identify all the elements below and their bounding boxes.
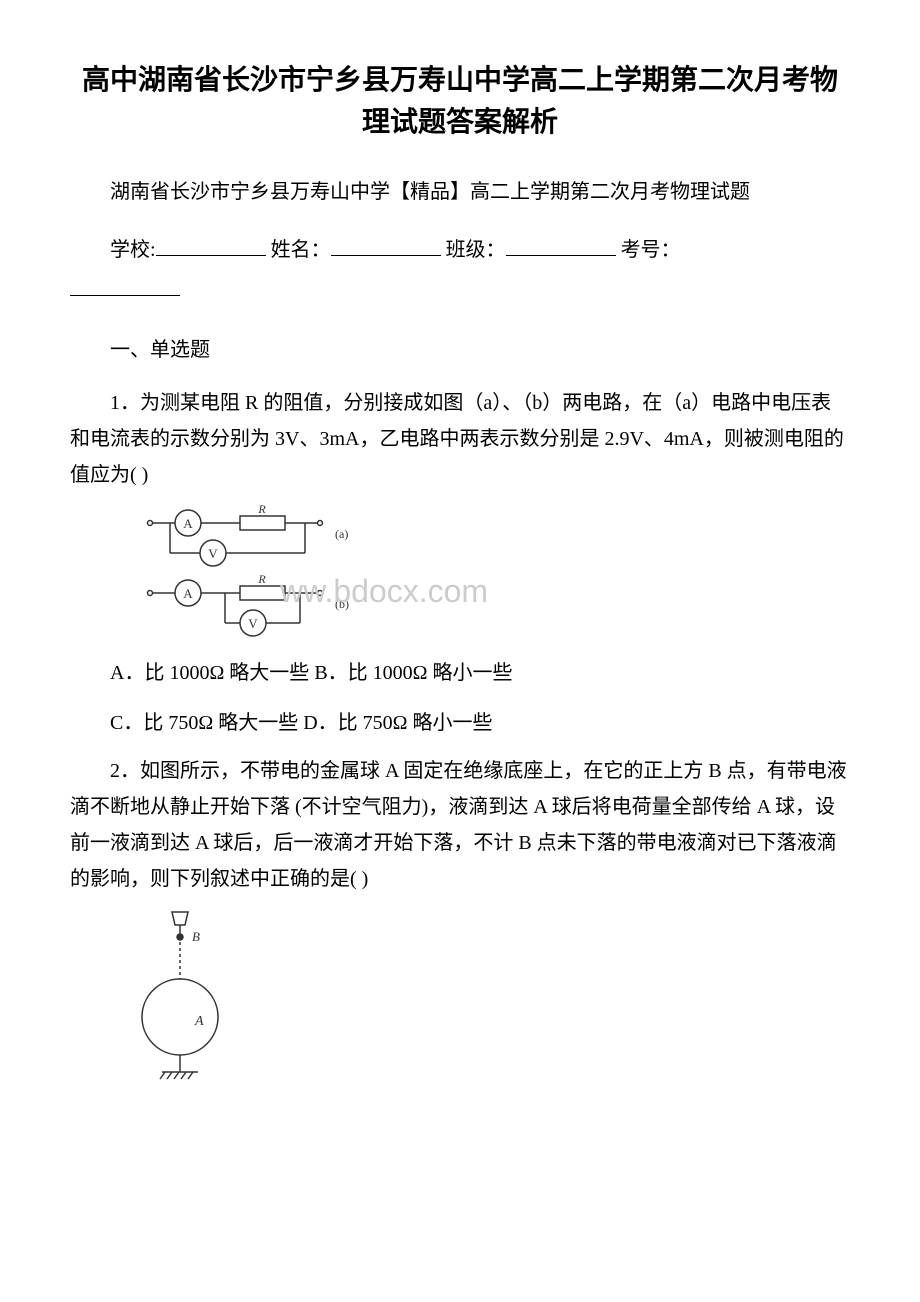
- svg-text:V: V: [248, 616, 258, 631]
- circuit-figure: A R V (a) A R: [140, 503, 850, 643]
- q1-options-ab: A．比 1000Ω 略大一些 B．比 1000Ω 略小一些: [70, 653, 850, 693]
- q1-options-cd: C．比 750Ω 略大一些 D．比 750Ω 略小一些: [70, 703, 850, 743]
- exam-id-label: 考号：: [621, 239, 681, 261]
- svg-text:A: A: [183, 586, 193, 601]
- q1-option-d: D．比 750Ω 略小一些: [303, 712, 492, 734]
- school-blank: [156, 232, 266, 256]
- q1-option-c: C．比 750Ω 略大一些: [110, 712, 298, 734]
- q1-option-a: A．比 1000Ω 略大一些: [110, 662, 309, 684]
- circuit-diagram-icon: A R V (a) A R: [140, 503, 400, 643]
- subtitle: 湖南省长沙市宁乡县万寿山中学【精品】高二上学期第二次月考物理试题: [70, 174, 850, 210]
- svg-text:A: A: [183, 516, 193, 531]
- svg-text:A: A: [194, 1014, 204, 1029]
- svg-text:R: R: [257, 572, 266, 586]
- form-line: 学校: 姓名： 班级： 考号：: [70, 230, 850, 310]
- ball-diagram-icon: B A: [140, 907, 250, 1087]
- q1-option-b: B．比 1000Ω 略小一些: [314, 662, 512, 684]
- school-label: 学校:: [110, 239, 156, 261]
- section-heading: 一、单选题: [70, 330, 850, 370]
- svg-text:R: R: [257, 503, 266, 516]
- question-2: 2．如图所示，不带电的金属球 A 固定在绝缘底座上，在它的正上方 B 点，有带电…: [70, 753, 850, 897]
- name-label: 姓名：: [271, 239, 331, 261]
- class-label: 班级：: [446, 239, 506, 261]
- exam-id-blank: [70, 272, 180, 296]
- name-blank: [331, 232, 441, 256]
- svg-text:(a): (a): [335, 527, 348, 541]
- svg-text:(b): (b): [335, 597, 349, 611]
- class-blank: [506, 232, 616, 256]
- ball-figure: B A: [140, 907, 850, 1087]
- svg-text:B: B: [192, 929, 200, 944]
- svg-text:V: V: [208, 546, 218, 561]
- question-1: 1．为测某电阻 R 的阻值，分别接成如图（a）、（b）两电路，在（a）电路中电压…: [70, 385, 850, 493]
- document-title: 高中湖南省长沙市宁乡县万寿山中学高二上学期第二次月考物理试题答案解析: [70, 60, 850, 144]
